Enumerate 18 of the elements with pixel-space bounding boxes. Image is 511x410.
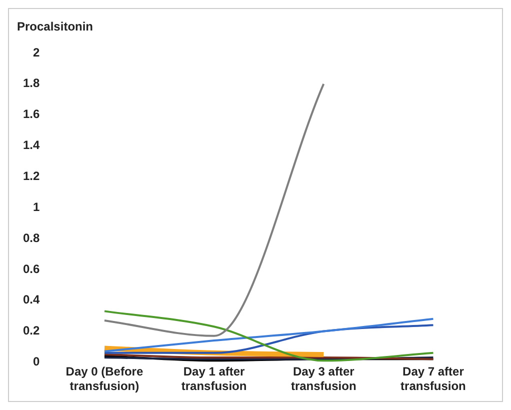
- y-tick-label: 0: [32, 354, 40, 369]
- y-tick-label: 1.4: [22, 138, 40, 152]
- y-tick-label: 1.8: [22, 76, 40, 90]
- line-series: [103, 310, 434, 362]
- y-tick-label: 1.2: [22, 168, 40, 183]
- x-tick-label: Day 7 after transfusion: [400, 364, 466, 394]
- y-axis-title: Procalsitonin: [17, 19, 94, 34]
- y-tick-label: 2: [32, 45, 40, 60]
- x-tick-label: Day 3 after transfusion: [290, 364, 356, 394]
- x-tick-label: Day 0 (Before transfusion): [66, 364, 144, 394]
- y-tick-label: 0.2: [22, 324, 40, 338]
- y-tick-label: 0.8: [22, 230, 40, 245]
- line-series: [103, 318, 434, 352]
- y-tick-label: 1: [32, 200, 40, 214]
- y-tick-label: 0.4: [22, 292, 40, 307]
- x-tick-label: Day 1 after transfusion: [181, 364, 247, 394]
- y-tick-label: 0.6: [22, 262, 40, 276]
- y-tick-label: 1.6: [22, 107, 40, 122]
